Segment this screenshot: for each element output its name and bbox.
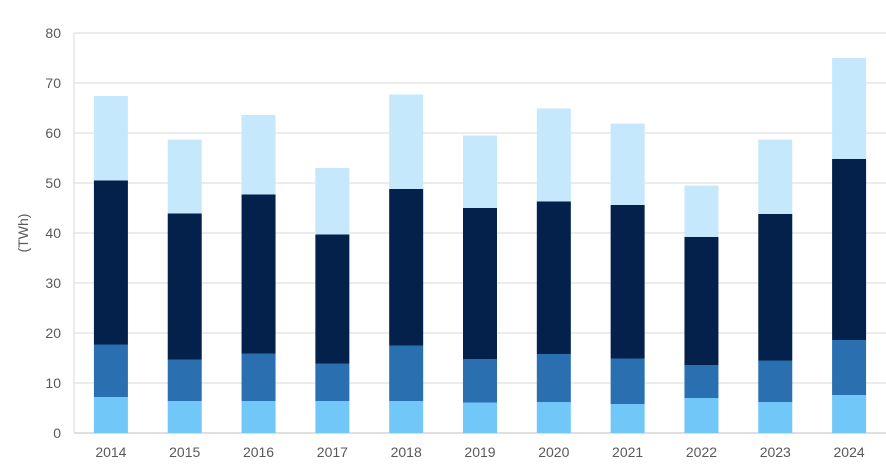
x-tick-label: 2017 bbox=[317, 444, 348, 460]
x-tick-label: 2014 bbox=[95, 444, 126, 460]
bar-segment-2024-series-2 bbox=[832, 340, 867, 395]
bar-segment-2017-series-4 bbox=[315, 168, 350, 235]
bar-segment-2015-series-4 bbox=[167, 139, 202, 214]
bar-segment-2017-series-3 bbox=[315, 234, 350, 364]
bar-segment-2015-series-3 bbox=[167, 213, 202, 360]
bar-segment-2018-series-1 bbox=[389, 401, 424, 433]
x-tick-label: 2016 bbox=[243, 444, 274, 460]
x-tick-label: 2020 bbox=[538, 444, 569, 460]
bar-segment-2018-series-2 bbox=[389, 345, 424, 401]
bar-segment-2017-series-2 bbox=[315, 363, 350, 401]
bar-segment-2023-series-2 bbox=[758, 360, 793, 402]
bar-segment-2016-series-2 bbox=[241, 353, 276, 401]
bar-segment-2014-series-1 bbox=[93, 397, 128, 433]
bar-segment-2024-series-1 bbox=[832, 395, 867, 433]
bar-segment-2022-series-1 bbox=[684, 398, 719, 433]
x-tick-label: 2024 bbox=[834, 444, 865, 460]
bar-segment-2018-series-4 bbox=[389, 94, 424, 189]
bar-segment-2019-series-2 bbox=[463, 359, 497, 403]
y-tick-label: 80 bbox=[45, 25, 61, 41]
bar-segment-2014-series-4 bbox=[93, 96, 128, 181]
bar-segment-2018-series-3 bbox=[389, 189, 424, 346]
bar-segment-2023-series-4 bbox=[758, 139, 793, 214]
bar-segment-2020-series-2 bbox=[536, 354, 571, 402]
bar-segment-2015-series-1 bbox=[167, 401, 202, 433]
bar-segment-2023-series-3 bbox=[758, 214, 793, 361]
bar-segment-2014-series-3 bbox=[93, 180, 128, 345]
bar-segment-2021-series-3 bbox=[610, 205, 645, 359]
bar-segment-2023-series-1 bbox=[758, 402, 793, 433]
bar-segment-2019-series-4 bbox=[463, 135, 497, 208]
x-axis-ticks: 2014 2015 2016 2017 2018 2019 2020 2021 2022 2023… bbox=[95, 444, 865, 460]
y-tick-label: 50 bbox=[45, 175, 61, 191]
x-tick-label: 2021 bbox=[612, 444, 643, 460]
bar-segment-2019-series-3 bbox=[463, 208, 497, 359]
bar-segment-2020-series-3 bbox=[536, 201, 571, 354]
y-tick-label: 70 bbox=[45, 75, 61, 91]
bar-segment-2015-series-2 bbox=[167, 359, 202, 401]
y-tick-label: 20 bbox=[45, 325, 61, 341]
y-tick-label: 30 bbox=[45, 275, 61, 291]
x-tick-label: 2018 bbox=[391, 444, 422, 460]
y-tick-label: 40 bbox=[45, 225, 61, 241]
y-tick-label: 0 bbox=[53, 425, 61, 441]
bar-segment-2016-series-4 bbox=[241, 115, 276, 195]
bar-segment-2024-series-3 bbox=[832, 159, 867, 340]
y-tick-label: 10 bbox=[45, 375, 61, 391]
bar-segment-2020-series-4 bbox=[536, 108, 571, 202]
bar-segment-2019-series-1 bbox=[463, 402, 497, 433]
bar-segment-2021-series-1 bbox=[610, 404, 645, 433]
bar-segment-2022-series-2 bbox=[684, 365, 719, 398]
bar-segment-2017-series-1 bbox=[315, 401, 350, 433]
x-tick-label: 2019 bbox=[464, 444, 495, 460]
bar-segment-2016-series-3 bbox=[241, 194, 276, 354]
bar-segment-2016-series-1 bbox=[241, 401, 276, 433]
x-tick-label: 2015 bbox=[169, 444, 200, 460]
x-tick-label: 2022 bbox=[686, 444, 717, 460]
y-tick-label: 60 bbox=[45, 125, 61, 141]
bar-segment-2020-series-1 bbox=[536, 402, 571, 433]
bar-segment-2014-series-2 bbox=[93, 344, 128, 397]
bar-segment-2021-series-2 bbox=[610, 358, 645, 404]
bar-segment-2022-series-4 bbox=[684, 185, 719, 237]
y-axis-label: (TWh) bbox=[15, 214, 31, 253]
y-axis-ticks: 0 10 20 30 40 50 60 70 80 bbox=[45, 25, 61, 441]
bar-segment-2021-series-4 bbox=[610, 123, 645, 205]
x-tick-label: 2023 bbox=[760, 444, 791, 460]
bar-segment-2022-series-3 bbox=[684, 237, 719, 365]
bars bbox=[93, 58, 867, 433]
bar-segment-2024-series-4 bbox=[832, 58, 867, 159]
